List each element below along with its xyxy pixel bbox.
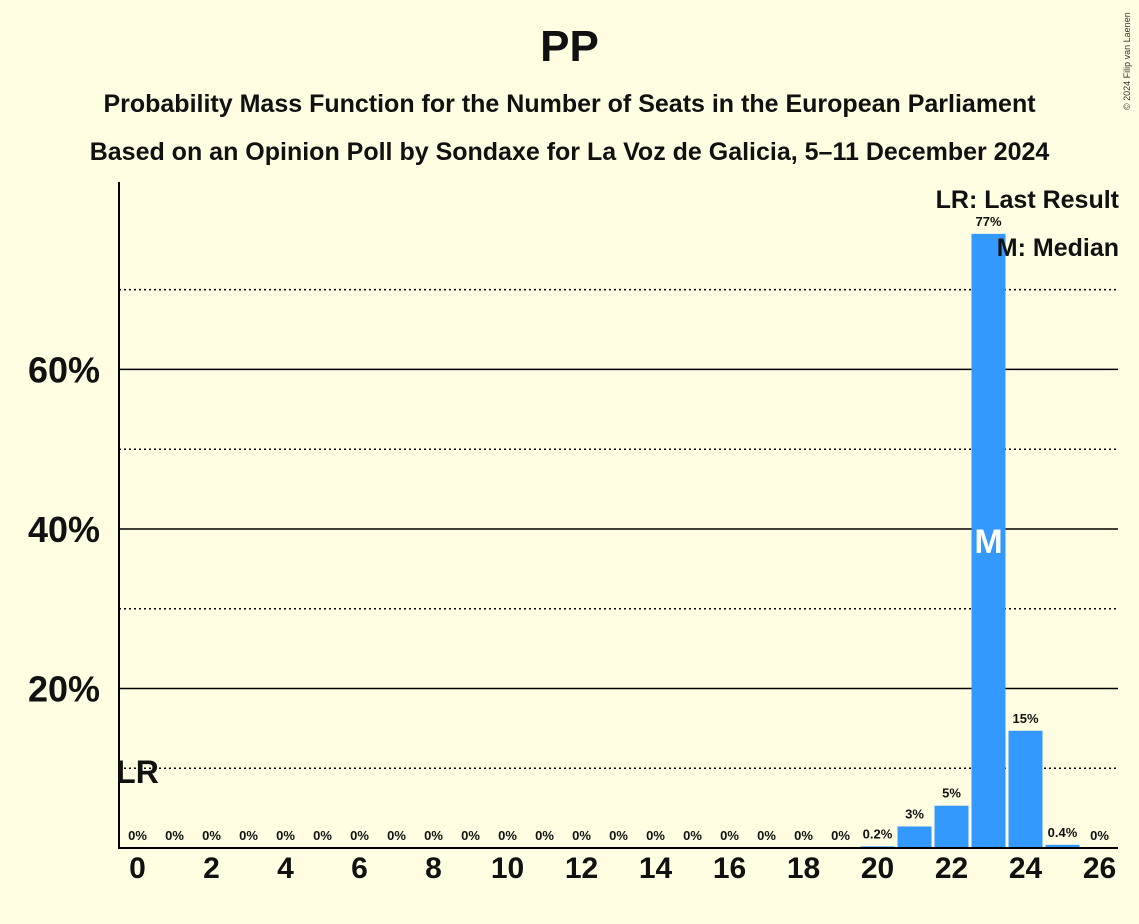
bar-seat-23 [971, 233, 1006, 849]
x-tick-label-6: 12 [565, 852, 598, 885]
x-tick-label-4: 8 [425, 852, 442, 885]
chart-title: PP [540, 22, 599, 71]
x-tick-label-11: 22 [935, 852, 968, 885]
bar-label-seat-20: 0.2% [863, 826, 893, 841]
x-tick-label-1: 2 [203, 852, 220, 885]
x-tick-label-0: 0 [129, 852, 146, 885]
x-tick-label-8: 16 [713, 852, 746, 885]
bar-label-seat-16: 0% [720, 828, 739, 843]
x-tick-label-9: 18 [787, 852, 820, 885]
bar-label-seat-4: 0% [276, 828, 295, 843]
bar-label-seat-9: 0% [461, 828, 480, 843]
bar-seat-22 [934, 805, 969, 848]
legend-median: M: Median [996, 234, 1119, 262]
bar-label-seat-3: 0% [239, 828, 258, 843]
bar-seat-25 [1045, 844, 1080, 848]
x-tick-label-12: 24 [1009, 852, 1043, 885]
grid-lines [119, 288, 1118, 769]
bar-label-seat-11: 0% [535, 828, 554, 843]
bar-label-seat-15: 0% [683, 828, 702, 843]
x-tick-label-10: 20 [861, 852, 894, 885]
markers-group: LR M [116, 523, 1002, 790]
bar-label-seat-22: 5% [942, 786, 961, 801]
bar-label-seat-24: 15% [1012, 711, 1038, 726]
bar-label-seat-10: 0% [498, 828, 517, 843]
bar-label-seat-14: 0% [646, 828, 665, 843]
x-tick-label-2: 4 [277, 852, 294, 885]
bar-label-seat-8: 0% [424, 828, 443, 843]
bar-label-seat-26: 0% [1090, 828, 1109, 843]
bar-label-seat-23: 77% [975, 214, 1001, 229]
bar-seat-21 [897, 826, 932, 848]
bar-label-seat-21: 3% [905, 806, 924, 821]
legend-last-result: LR: Last Result [935, 186, 1119, 214]
chart-subtitle-1: Probability Mass Function for the Number… [103, 90, 1036, 118]
bar-labels-group: 0% 0% 0% 0% 0% 0% 0% 0% 0% 0% 0% 0% 0% 0% 0% 0% 0% 0% 0% 0%… [128, 214, 1109, 843]
x-tick-label-3: 6 [351, 852, 368, 885]
bars-group [860, 233, 1080, 849]
y-tick-label-1: 40% [28, 509, 100, 550]
bar-label-seat-2: 0% [202, 828, 221, 843]
bar-label-seat-1: 0% [165, 828, 184, 843]
chart-subtitle-2: Based on an Opinion Poll by Sondaxe for … [89, 138, 1050, 166]
bar-seat-24 [1008, 730, 1043, 848]
bar-label-seat-18: 0% [794, 828, 813, 843]
bar-label-seat-6: 0% [350, 828, 369, 843]
last-result-marker: LR [116, 754, 159, 790]
bar-label-seat-12: 0% [572, 828, 591, 843]
x-tick-label-5: 10 [491, 852, 524, 885]
bar-label-seat-17: 0% [757, 828, 776, 843]
bar-label-seat-13: 0% [609, 828, 628, 843]
bar-label-seat-19: 0% [831, 828, 850, 843]
median-marker: M [974, 523, 1002, 561]
bar-label-seat-0: 0% [128, 828, 147, 843]
bar-label-seat-5: 0% [313, 828, 332, 843]
y-tick-label-0: 20% [28, 668, 100, 709]
y-tick-label-2: 60% [28, 349, 100, 390]
x-tick-label-13: 26 [1083, 852, 1116, 885]
axes-group: 20%40%60%0 2 4 6 8 10 12 14 16 18 20 22 24 26 [28, 182, 1118, 885]
x-tick-label-7: 14 [639, 852, 673, 885]
bar-label-seat-7: 0% [387, 828, 406, 843]
bar-label-seat-25: 0.4% [1048, 825, 1078, 840]
